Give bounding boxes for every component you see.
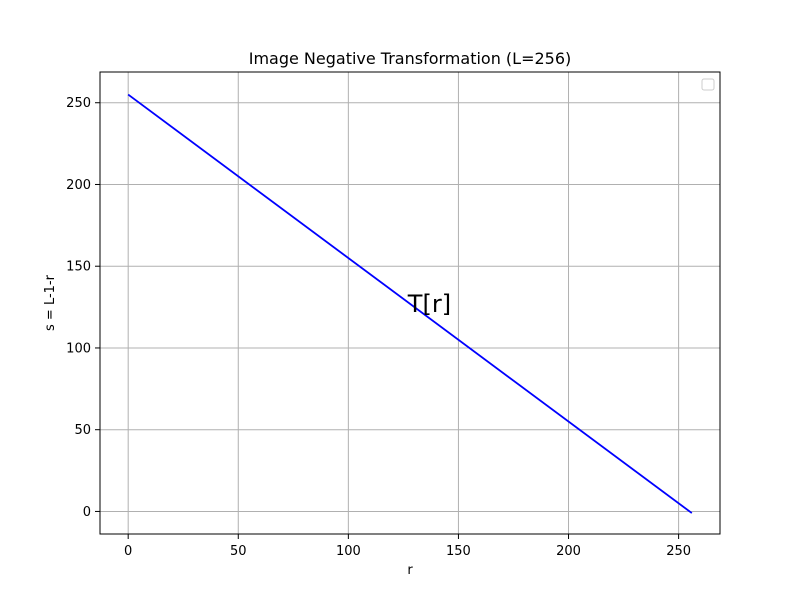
- x-tick-label: 100: [336, 544, 361, 559]
- x-axis-label: r: [407, 563, 413, 578]
- series-line: [127, 93, 693, 514]
- chart-title: Image Negative Transformation (L=256): [249, 49, 572, 68]
- x-axis-ticks: 0 50 100 150 200 250: [124, 534, 691, 559]
- y-tick-label: 100: [66, 341, 91, 356]
- y-tick-label: 250: [66, 96, 91, 111]
- series-layer: [127, 93, 693, 514]
- annotations: T[r]: [407, 290, 451, 318]
- x-tick-label: 0: [124, 544, 132, 559]
- y-tick-label: 50: [74, 423, 91, 438]
- x-tick-label: 150: [446, 544, 471, 559]
- x-tick-label: 250: [666, 544, 691, 559]
- x-tick-label: 50: [230, 544, 247, 559]
- annotation-label: T[r]: [407, 290, 451, 318]
- y-tick-label: 200: [66, 178, 91, 193]
- y-axis-ticks: 0 50 100 150 200 250: [66, 96, 100, 520]
- legend-box: [701, 78, 715, 91]
- y-axis-label: s = L-1-r: [43, 274, 58, 331]
- x-tick-label: 200: [556, 544, 581, 559]
- y-tick-label: 0: [83, 505, 91, 520]
- y-tick-label: 150: [66, 260, 91, 275]
- grid-lines: [100, 72, 720, 534]
- plot-frame: [99, 71, 721, 535]
